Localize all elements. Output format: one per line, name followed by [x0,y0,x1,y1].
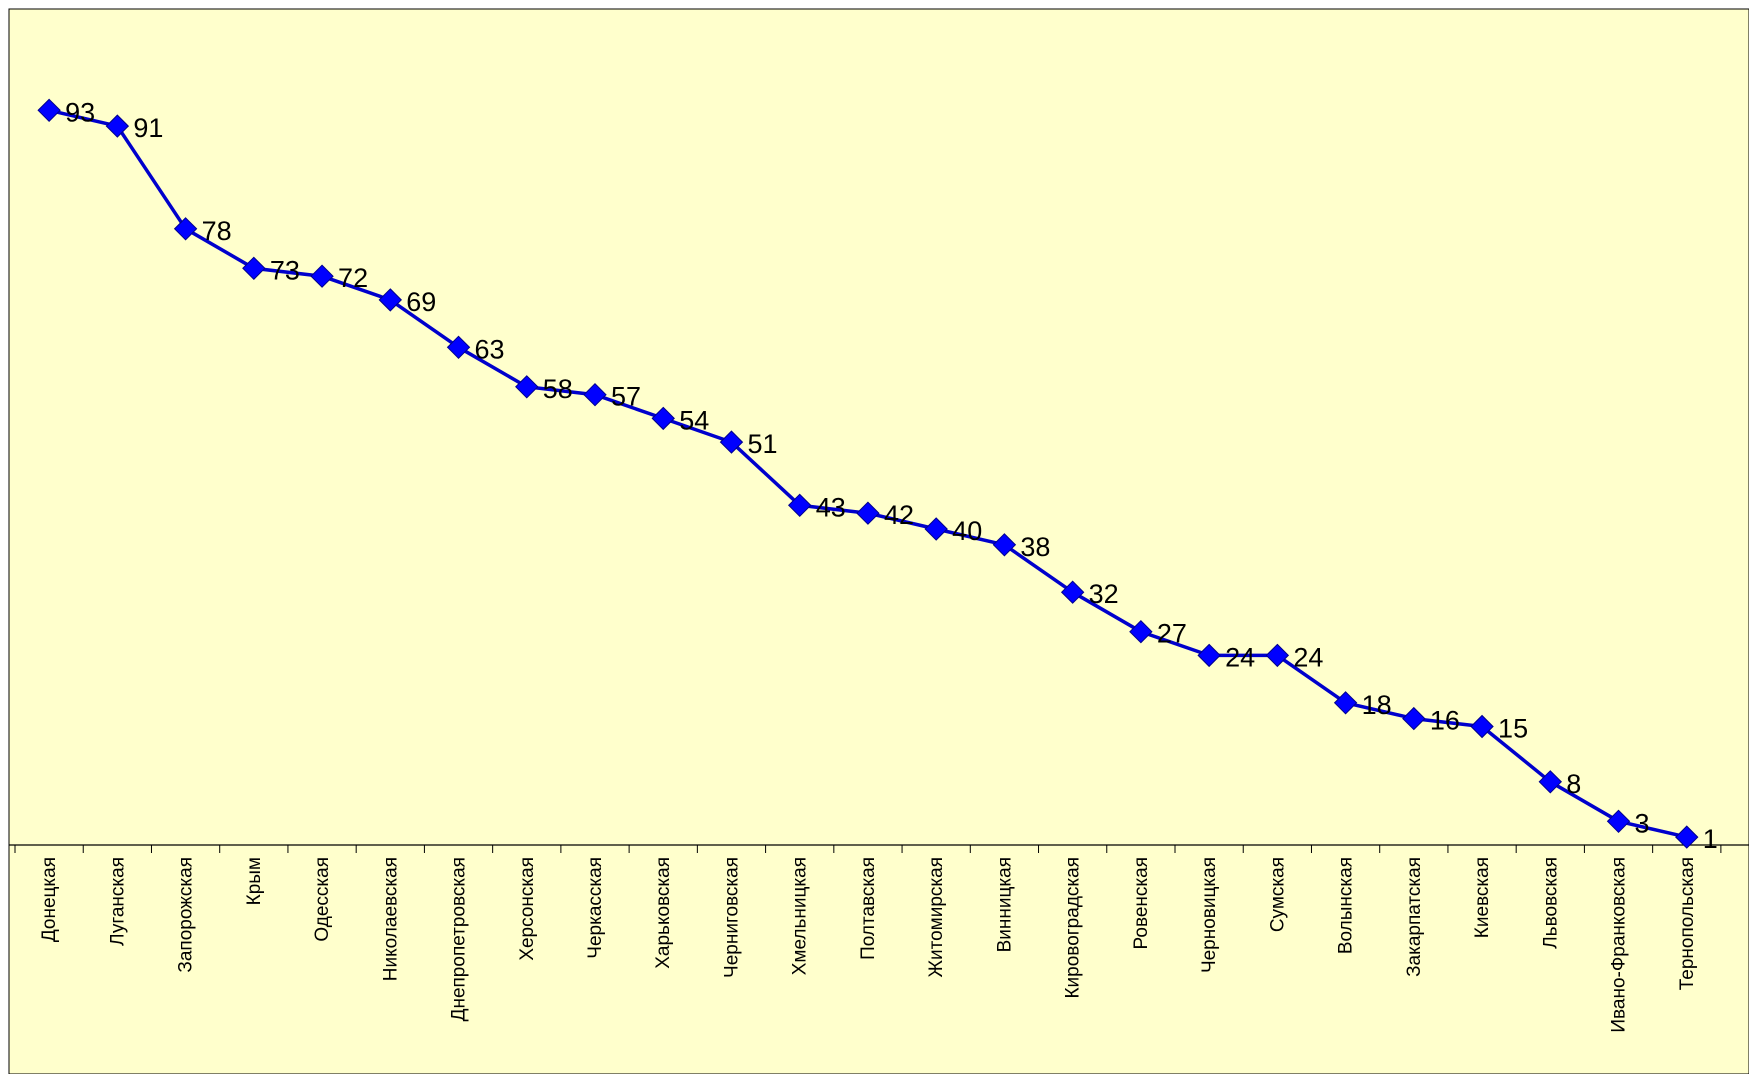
data-point [719,430,744,454]
data-label: 15 [1498,714,1528,744]
data-label: 63 [475,334,505,364]
data-label: 3 [1635,808,1650,838]
data-label: 51 [747,429,777,459]
x-tick-label: Ровенская [1131,857,1152,949]
data-point [1470,714,1494,739]
x-tick-label: Черниговская [721,857,742,978]
x-tick-label: Харьковская [653,857,674,969]
data-point [310,264,334,288]
x-tick-label: Житомирская [926,857,947,978]
data-point [105,114,130,138]
data-point [37,98,61,123]
x-tick-label: Черновицкая [1199,857,1220,973]
data-point [787,493,812,518]
data-point [1333,691,1358,715]
x-tick-label: Хмельницкая [790,857,811,975]
x-tick-label: Сумская [1267,857,1288,932]
data-label: 58 [543,374,573,404]
data-label: 38 [1020,532,1050,562]
data-label: 72 [338,263,368,293]
data-label: 91 [133,113,163,143]
data-point [651,406,675,431]
x-axis-tick-labels: Донецкая Луганская Запорожская Крым Одесская… [39,857,1698,1033]
data-label: 78 [202,216,232,246]
data-point [1060,580,1085,604]
data-point [173,217,198,241]
data-label: 57 [611,382,641,412]
data-point [992,533,1017,557]
x-tick-label: Кировоградская [1063,857,1084,999]
data-label: 1 [1703,824,1718,854]
data-point [924,517,948,541]
data-label: 43 [816,492,846,522]
data-label: 8 [1566,769,1581,799]
data-label: 32 [1089,579,1119,609]
data-point [1129,619,1153,644]
data-point [1606,809,1631,834]
x-tick-label: Крым [244,857,265,905]
data-point [1538,770,1563,794]
x-tick-label: Херсонская [517,857,538,961]
x-tick-label: Винницкая [994,857,1015,952]
x-tick-label: Тернопольская [1677,857,1698,990]
data-label: 93 [65,97,95,127]
plot-area [8,8,1749,1074]
data-label: 73 [270,255,300,285]
data-label: 27 [1157,619,1187,649]
data-point [1265,643,1290,668]
x-tick-label: Ивано-Франковская [1609,857,1630,1033]
data-point [1675,825,1699,849]
data-label: 24 [1293,642,1323,672]
data-point [583,382,607,407]
x-tick-label: Одесская [312,857,333,942]
series-markers [37,98,1699,849]
data-point [1197,643,1221,668]
data-point [242,256,266,281]
x-tick-label: Киевская [1472,857,1493,938]
data-point [1402,706,1426,731]
x-tick-label: Днепропетровская [449,857,470,1021]
x-tick-label: Полтавская [858,857,879,960]
x-tick-label: Черкасская [585,857,606,959]
data-point [446,335,471,360]
data-label: 16 [1430,706,1460,736]
data-label: 42 [884,500,914,530]
x-tick-label: Волынская [1336,857,1357,954]
x-tick-label: Донецкая [39,857,60,942]
x-axis-ticks [14,845,1722,853]
data-label: 24 [1225,642,1255,672]
x-tick-label: Запорожская [176,857,197,973]
x-tick-label: Николаевская [380,857,401,981]
x-tick-label: Луганская [107,857,128,946]
data-point [378,288,403,312]
data-label: 18 [1362,690,1392,720]
x-tick-label: Закарпатская [1404,857,1425,977]
data-point [856,501,880,525]
data-label: 69 [406,287,436,317]
data-label: 54 [679,405,709,435]
data-label: 40 [952,516,982,546]
x-tick-label: Львовская [1540,857,1561,949]
data-point [515,375,539,399]
